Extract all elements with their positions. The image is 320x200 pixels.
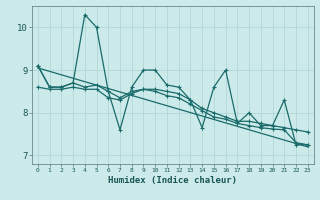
X-axis label: Humidex (Indice chaleur): Humidex (Indice chaleur) bbox=[108, 176, 237, 185]
